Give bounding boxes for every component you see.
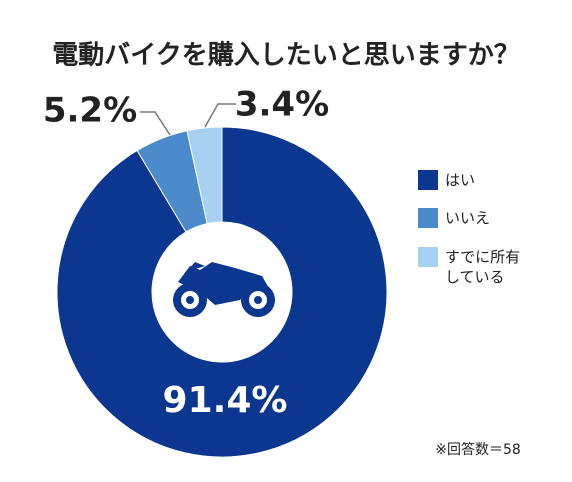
legend-label: いいえ: [445, 209, 491, 227]
legend-label: はい: [445, 171, 476, 189]
data-label: 91.4%: [163, 380, 288, 421]
donut-slice: [56, 126, 388, 458]
note: ※回答数＝58: [435, 441, 521, 458]
donut-slice: [186, 126, 223, 225]
leader-line: [204, 103, 236, 128]
data-label: 5.2%: [43, 91, 137, 131]
data-label: 3.4%: [235, 85, 329, 125]
legend-swatch: [418, 170, 438, 190]
legend-swatch: [418, 247, 438, 267]
motorcycle-icon: [173, 262, 275, 317]
legend-swatch: [418, 208, 438, 228]
chart-title: 電動バイクを購入したいと思いますか？: [52, 41, 519, 71]
leader-line: [140, 111, 171, 136]
legend-label: すでに所有している: [445, 248, 521, 286]
